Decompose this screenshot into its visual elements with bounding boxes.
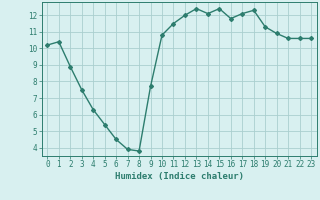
X-axis label: Humidex (Indice chaleur): Humidex (Indice chaleur) — [115, 172, 244, 181]
